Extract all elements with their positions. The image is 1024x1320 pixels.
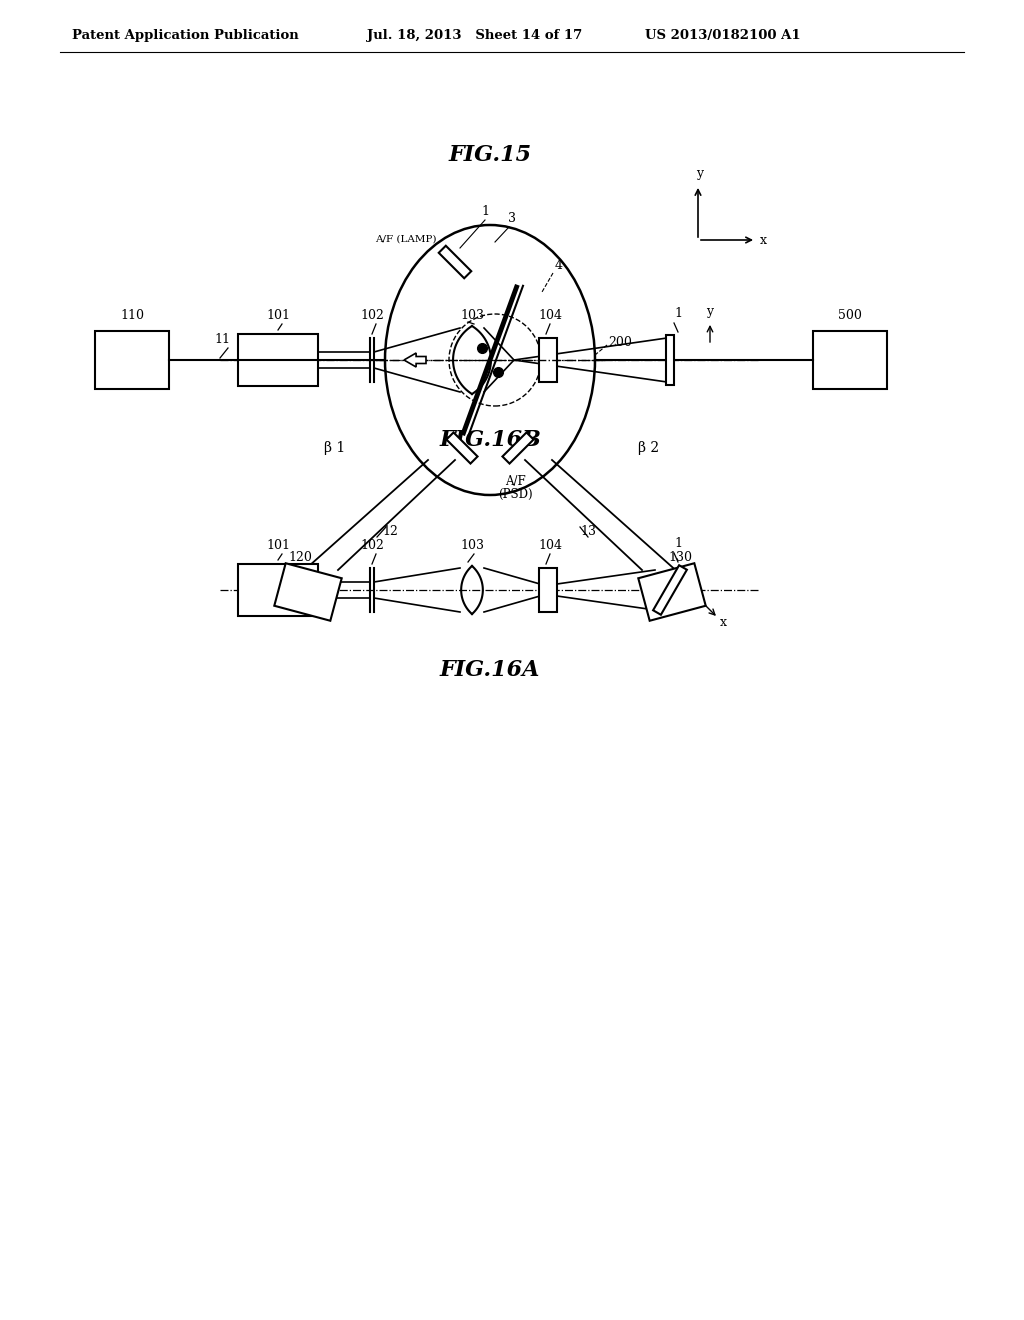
Bar (666, 335, 674, 385)
Text: 103: 103 (460, 539, 484, 552)
Text: 110: 110 (120, 309, 144, 322)
Text: 13: 13 (580, 525, 596, 539)
Bar (813, 331, 887, 389)
Ellipse shape (385, 224, 595, 495)
Text: 200: 200 (608, 335, 632, 348)
Text: 104: 104 (538, 539, 562, 552)
Text: x: x (720, 615, 727, 628)
Text: 500: 500 (838, 309, 862, 322)
Bar (539, 568, 557, 612)
Polygon shape (653, 565, 687, 615)
Text: 1: 1 (674, 308, 682, 319)
Text: Patent Application Publication: Patent Application Publication (72, 29, 299, 42)
Text: β 1: β 1 (324, 441, 345, 455)
Text: 103: 103 (460, 309, 484, 322)
Text: 104: 104 (538, 309, 562, 322)
Text: y: y (707, 305, 714, 318)
Text: 1: 1 (481, 205, 489, 218)
Text: 102: 102 (360, 309, 384, 322)
Text: 120: 120 (288, 550, 312, 564)
Text: x: x (760, 234, 767, 247)
Text: FIG.15: FIG.15 (449, 144, 531, 166)
Text: 12: 12 (382, 525, 398, 539)
Text: y: y (696, 168, 703, 180)
Text: 4: 4 (555, 259, 563, 272)
Text: (PSD): (PSD) (498, 488, 532, 502)
Text: 101: 101 (266, 309, 290, 322)
Polygon shape (404, 352, 426, 367)
Text: A/F: A/F (505, 475, 525, 488)
Polygon shape (274, 564, 342, 620)
Bar (539, 338, 557, 381)
Text: 130: 130 (668, 550, 692, 564)
Bar (95, 331, 169, 389)
Text: Jul. 18, 2013   Sheet 14 of 17: Jul. 18, 2013 Sheet 14 of 17 (367, 29, 583, 42)
Text: FIG.16B: FIG.16B (439, 429, 541, 451)
Bar (238, 334, 318, 385)
Text: FIG.16A: FIG.16A (440, 659, 541, 681)
Text: 1: 1 (674, 537, 682, 550)
Text: 101: 101 (266, 539, 290, 552)
Text: 11: 11 (214, 333, 230, 346)
Text: 102: 102 (360, 539, 384, 552)
Text: A/F (LAMP): A/F (LAMP) (375, 235, 436, 244)
Polygon shape (446, 433, 477, 463)
Text: 3: 3 (508, 213, 516, 224)
Text: US 2013/0182100 A1: US 2013/0182100 A1 (645, 29, 801, 42)
Bar (238, 564, 318, 616)
Polygon shape (638, 564, 706, 620)
Polygon shape (438, 246, 471, 279)
Polygon shape (503, 433, 534, 463)
Text: β 2: β 2 (638, 441, 659, 455)
